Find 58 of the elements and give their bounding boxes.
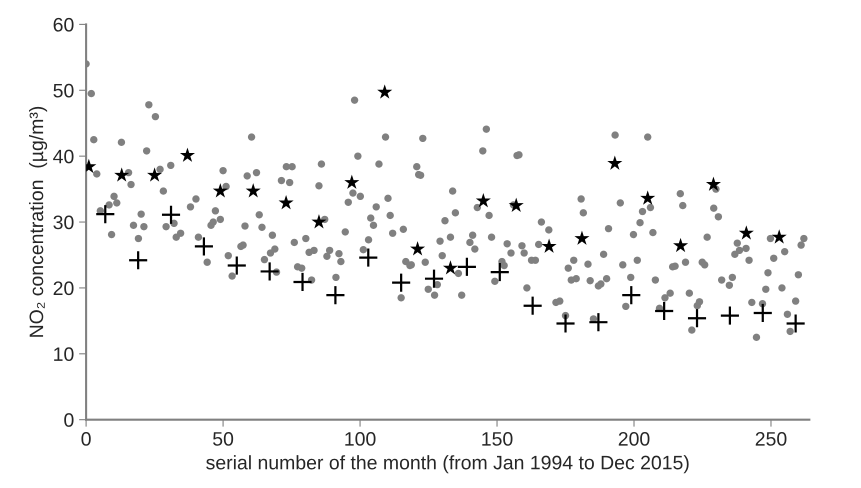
point	[508, 198, 524, 212]
x-tick-label: 200	[618, 432, 650, 446]
point	[390, 272, 412, 293]
point	[476, 193, 491, 208]
point	[738, 225, 754, 240]
point	[673, 238, 688, 252]
point	[574, 230, 590, 245]
point	[772, 229, 787, 244]
y-tick-label: 50	[53, 84, 74, 98]
point	[114, 167, 130, 182]
point	[588, 312, 609, 332]
point	[344, 174, 360, 189]
point	[292, 272, 313, 292]
point	[128, 250, 148, 270]
y-tick-label: 30	[53, 216, 74, 230]
y-tick-label: 20	[54, 281, 74, 296]
point	[442, 260, 458, 275]
x-tick-label: 150	[482, 432, 512, 446]
point	[640, 190, 656, 205]
point	[147, 167, 162, 182]
point	[246, 183, 261, 198]
point	[410, 241, 426, 256]
y-tick-label: 40	[53, 150, 74, 164]
point	[706, 176, 721, 191]
point	[377, 84, 392, 99]
point	[259, 261, 280, 282]
point	[180, 148, 195, 162]
point	[424, 268, 444, 289]
x-tick-label: 250	[756, 432, 786, 446]
point	[490, 262, 510, 282]
point	[194, 236, 214, 257]
point	[456, 256, 478, 278]
point	[226, 255, 247, 276]
point	[621, 285, 642, 306]
x-tick-label: 0	[81, 432, 91, 446]
point	[752, 302, 773, 324]
point	[785, 313, 806, 334]
point	[160, 204, 182, 225]
x-tick-label: 100	[345, 432, 376, 446]
point	[311, 214, 326, 228]
point	[325, 285, 346, 306]
y-tick-label: 0	[64, 413, 74, 427]
y-tick-label: 60	[54, 18, 74, 32]
x-axis-title: serial number of the month (from Jan 1994 to Dec 2015)	[206, 455, 689, 474]
point	[212, 183, 228, 198]
point	[522, 296, 543, 316]
x-tick-label: 50	[213, 432, 234, 446]
point	[95, 204, 116, 224]
point	[654, 300, 674, 322]
point	[555, 313, 576, 334]
point	[278, 195, 294, 210]
y-tick-label: 10	[54, 347, 74, 362]
point	[607, 155, 622, 170]
point	[720, 305, 740, 326]
point	[358, 247, 378, 268]
point	[542, 238, 557, 253]
point	[686, 308, 708, 328]
y-axis-title: NO₂ concentration (µg/m³)	[28, 106, 48, 337]
